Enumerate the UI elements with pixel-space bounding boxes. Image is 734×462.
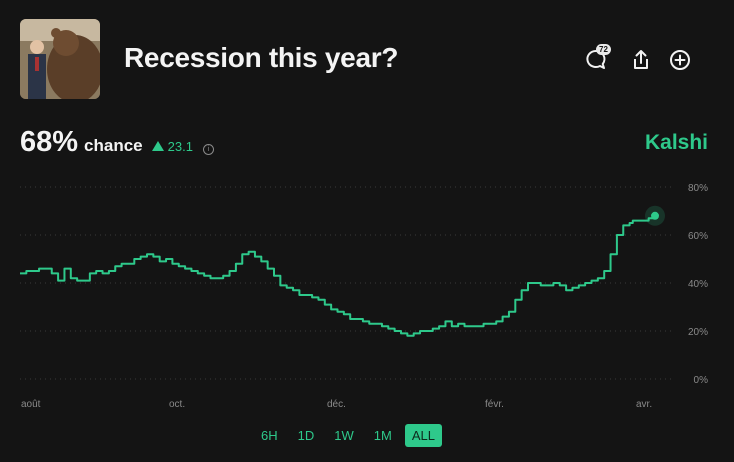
probability-change: 23.1 xyxy=(151,139,193,154)
series-line xyxy=(20,215,656,337)
x-tick-label: déc. xyxy=(327,399,346,410)
range-1m[interactable]: 1M xyxy=(373,428,392,443)
probability-label: chance xyxy=(84,136,143,155)
market-title: Recession this year? xyxy=(124,42,399,73)
range-1w[interactable]: 1W xyxy=(334,428,354,443)
y-tick-label: 40% xyxy=(688,279,708,290)
comments-button[interactable]: 72 xyxy=(583,44,611,75)
range-all[interactable]: ALL xyxy=(404,424,442,447)
comments-count-badge: 72 xyxy=(596,44,611,55)
x-tick-label: août xyxy=(21,399,41,410)
x-tick-label: oct. xyxy=(169,399,185,410)
x-tick-label: févr. xyxy=(485,399,504,410)
range-6h[interactable]: 6H xyxy=(261,428,278,443)
info-icon[interactable]: i xyxy=(202,144,214,155)
add-button[interactable] xyxy=(667,47,695,75)
x-axis: août oct. déc. févr. avr. xyxy=(21,399,652,410)
brand-logo: Kalshi xyxy=(644,131,708,154)
probability-value: 68% xyxy=(20,126,79,158)
range-1d[interactable]: 1D xyxy=(297,428,315,443)
probability-change-value: 23.1 xyxy=(167,139,193,154)
plus-circle-icon xyxy=(670,50,690,70)
current-point xyxy=(651,211,659,220)
y-tick-label: 80% xyxy=(688,183,708,194)
y-axis: 80% 60% 40% 20% 0% xyxy=(688,183,708,386)
x-tick-label: avr. xyxy=(636,399,652,410)
time-range-selector: 6H 1D 1W 1M ALL xyxy=(254,424,442,447)
market-thumbnail xyxy=(20,19,100,99)
grid xyxy=(20,186,675,380)
y-tick-label: 0% xyxy=(694,375,709,386)
up-triangle-icon xyxy=(151,141,164,151)
y-tick-label: 20% xyxy=(688,327,708,338)
share-button[interactable] xyxy=(628,47,656,75)
probability-summary: 68% chance 23.1 i xyxy=(20,126,214,159)
probability-chart: 80% 60% 40% 20% 0% août oct. déc. févr. avr. xyxy=(20,183,708,410)
share-icon xyxy=(634,50,648,69)
y-tick-label: 60% xyxy=(688,231,708,242)
